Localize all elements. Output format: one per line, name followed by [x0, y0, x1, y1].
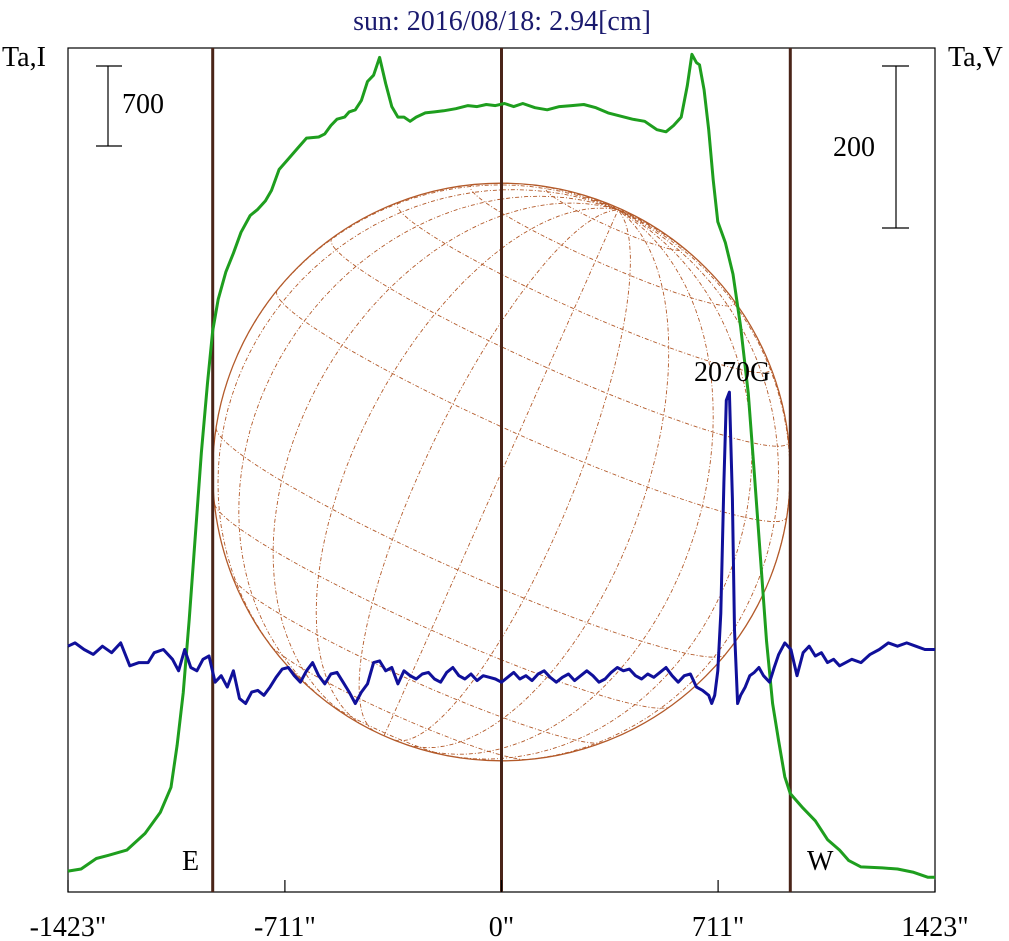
annotation-label: 2070G — [694, 357, 770, 388]
scale-bars: 700 200 — [96, 65, 909, 229]
solar-disk — [212, 182, 791, 762]
left-axis-label: Ta,I — [2, 42, 46, 73]
disk-latitude-line — [232, 578, 602, 744]
x-tick-label: -1423" — [30, 912, 107, 941]
disk-latitude-line — [326, 701, 449, 757]
limb-label-east: E — [182, 846, 199, 877]
x-tick-label: 0" — [489, 912, 514, 941]
polarization-series-line — [67, 390, 935, 705]
disk-longitude-line — [315, 207, 619, 727]
disk-longitude-line — [404, 209, 670, 749]
disk-longitude-line — [511, 209, 779, 762]
disk-longitude-line — [446, 209, 753, 760]
left-scale-bar-label: 700 — [122, 89, 164, 120]
disk-longitude-line — [217, 189, 619, 658]
right-axis-label: Ta,V — [948, 42, 1003, 73]
disk-latitude-line — [214, 504, 670, 709]
disk-longitude-line — [617, 209, 714, 276]
limb-lines — [211, 48, 792, 892]
chart-title: sun: 2016/08/18: 2.94[cm] — [353, 6, 651, 37]
disk-latitude-line — [396, 201, 772, 374]
series — [67, 52, 935, 879]
x-tick-label: 711" — [692, 912, 744, 941]
disk-longitude-line — [383, 209, 619, 736]
right-scale-bar-label: 200 — [833, 132, 875, 163]
x-axis-ticks: -1423" -711" 0" 711" 1423" — [30, 880, 969, 941]
disk-latitude-line — [330, 237, 790, 447]
disk-longitude-line — [394, 209, 631, 742]
disk-latitude-line — [269, 644, 529, 761]
disk-longitude-line — [272, 202, 619, 716]
disk-latitude-line — [545, 187, 683, 251]
disk-longitude-line — [617, 209, 648, 224]
disk-latitude-line — [276, 290, 787, 523]
x-tick-label: -711" — [254, 912, 316, 941]
limb-label-west: W — [807, 846, 834, 877]
x-tick-label: 1423" — [901, 912, 968, 941]
intensity-series-line — [67, 52, 935, 879]
disk-latitude-line — [215, 428, 726, 658]
disk-longitude-line — [358, 209, 619, 732]
disk-longitude-line — [424, 209, 714, 755]
disk-longitude-line — [238, 195, 619, 704]
disk-longitude-line — [505, 182, 619, 211]
